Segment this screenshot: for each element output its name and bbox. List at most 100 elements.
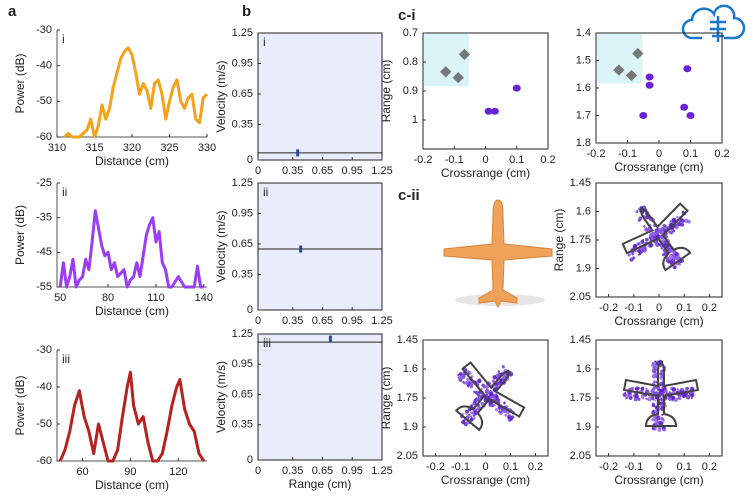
x-tick-label: 0 bbox=[656, 148, 662, 160]
x-axis-label: Crossrange (cm) bbox=[614, 473, 703, 487]
y-tick-label: 1.45 bbox=[570, 334, 591, 346]
y-tick-label: 1.75 bbox=[397, 392, 418, 404]
x-tick-label: 140 bbox=[195, 292, 213, 304]
radar-dot bbox=[668, 248, 673, 253]
radar-dot bbox=[660, 369, 664, 373]
y-tick-label: 0.65 bbox=[232, 88, 253, 100]
point bbox=[680, 103, 689, 111]
radar-dot bbox=[461, 375, 466, 379]
radar-dot bbox=[671, 387, 676, 392]
plot-frame bbox=[257, 32, 383, 161]
x-tick-label: 0 bbox=[255, 465, 261, 477]
y-tick-label: 0.7 bbox=[403, 27, 418, 39]
x-tick-label: 0 bbox=[255, 315, 261, 327]
subpanel-label: iii bbox=[263, 336, 271, 350]
radar-dot bbox=[470, 384, 473, 388]
panel-label: c-ii bbox=[398, 187, 420, 204]
radar-dot bbox=[476, 407, 479, 411]
radar-dot bbox=[638, 216, 643, 221]
y-tick-label: 1.9 bbox=[576, 262, 591, 274]
y-tick-label: 0.65 bbox=[232, 388, 253, 400]
point bbox=[299, 245, 303, 253]
x-tick-label: 320 bbox=[123, 142, 141, 154]
plot-background bbox=[258, 183, 382, 310]
radar-dot bbox=[649, 235, 653, 238]
x-tick-label: -0.2 bbox=[426, 461, 445, 473]
x-tick-label: 0.2 bbox=[702, 461, 717, 473]
y-tick-label: 1.7 bbox=[576, 109, 591, 121]
x-tick-label: 0 bbox=[656, 302, 662, 314]
x-tick-label: 0 bbox=[656, 461, 662, 473]
radar-dot bbox=[655, 390, 659, 394]
x-tick-label: -0.2 bbox=[599, 302, 618, 314]
radar-dot bbox=[660, 247, 664, 250]
x-tick-label: 0.95 bbox=[342, 315, 363, 327]
radar-dot bbox=[464, 381, 469, 385]
radar-dot bbox=[632, 256, 636, 260]
y-tick-label: 1 bbox=[412, 114, 418, 126]
radar-dot bbox=[510, 371, 513, 374]
radar-dot bbox=[489, 391, 494, 396]
radar-dot bbox=[651, 363, 656, 368]
radar-dot bbox=[655, 361, 659, 366]
radar-dot bbox=[665, 391, 668, 394]
radar-dot bbox=[658, 402, 662, 405]
point bbox=[683, 65, 692, 73]
x-tick-label: 0.35 bbox=[282, 315, 303, 327]
radar-dot bbox=[645, 397, 648, 400]
radar-dot bbox=[673, 397, 679, 403]
x-tick-label: -0.1 bbox=[624, 461, 643, 473]
radar-dot bbox=[504, 413, 508, 417]
outline bbox=[454, 361, 526, 432]
y-axis-label: Range (cm) bbox=[379, 367, 393, 430]
radar-dot bbox=[630, 252, 633, 255]
y-tick-label: -25 bbox=[36, 177, 52, 189]
radar-dot bbox=[654, 360, 657, 363]
radar-dot bbox=[481, 383, 485, 388]
x-tick-label: 1.25 bbox=[371, 465, 392, 477]
radar-dot bbox=[638, 252, 641, 256]
radar-dot bbox=[501, 376, 505, 380]
radar-dot bbox=[643, 248, 647, 253]
radar-dot bbox=[655, 230, 658, 233]
x-tick-label: 120 bbox=[169, 466, 187, 478]
radar-dot bbox=[645, 237, 649, 242]
radar-dot bbox=[625, 396, 628, 400]
y-tick-label: 0 bbox=[247, 454, 253, 466]
x-axis-label: Range (cm) bbox=[289, 477, 352, 491]
radar-dot bbox=[494, 408, 498, 412]
radar-dot bbox=[493, 393, 497, 397]
radar-dot bbox=[679, 260, 683, 263]
radar-dot bbox=[659, 381, 664, 387]
radar-dot bbox=[478, 405, 481, 409]
x-tick-label: -0.1 bbox=[624, 302, 643, 314]
y-tick-label: 1.9 bbox=[403, 421, 418, 433]
radar-dot bbox=[464, 411, 468, 415]
y-tick-label: 1.5 bbox=[576, 54, 591, 66]
radar-dot bbox=[660, 392, 664, 396]
radar-dot bbox=[470, 404, 474, 408]
x-tick-label: 1.25 bbox=[371, 315, 392, 327]
y-tick-label: 0.95 bbox=[232, 57, 253, 69]
x-tick-label: 0.35 bbox=[282, 165, 303, 177]
radar-dot bbox=[643, 225, 646, 228]
x-tick-label: 0.95 bbox=[342, 465, 363, 477]
radar-dot bbox=[674, 225, 679, 230]
y-tick-label: 1.25 bbox=[232, 328, 253, 340]
x-tick-label: 0.1 bbox=[509, 154, 524, 166]
radar-dot bbox=[469, 417, 474, 422]
radar-dot bbox=[485, 388, 490, 393]
radar-dot bbox=[637, 242, 641, 246]
axis bbox=[56, 183, 207, 288]
radar-dot bbox=[640, 394, 645, 399]
radar-dot bbox=[640, 239, 645, 244]
y-tick-label: 1.8 bbox=[576, 137, 591, 149]
x-tick-label: 1.25 bbox=[371, 165, 392, 177]
x-tick-label: 0.65 bbox=[312, 465, 333, 477]
radar-dot bbox=[667, 260, 671, 264]
radar-dot bbox=[495, 394, 499, 399]
x-tick-label: 60 bbox=[76, 466, 88, 478]
radar-dot bbox=[680, 222, 685, 227]
radar-dot bbox=[630, 248, 633, 251]
radar-dot bbox=[659, 372, 662, 376]
